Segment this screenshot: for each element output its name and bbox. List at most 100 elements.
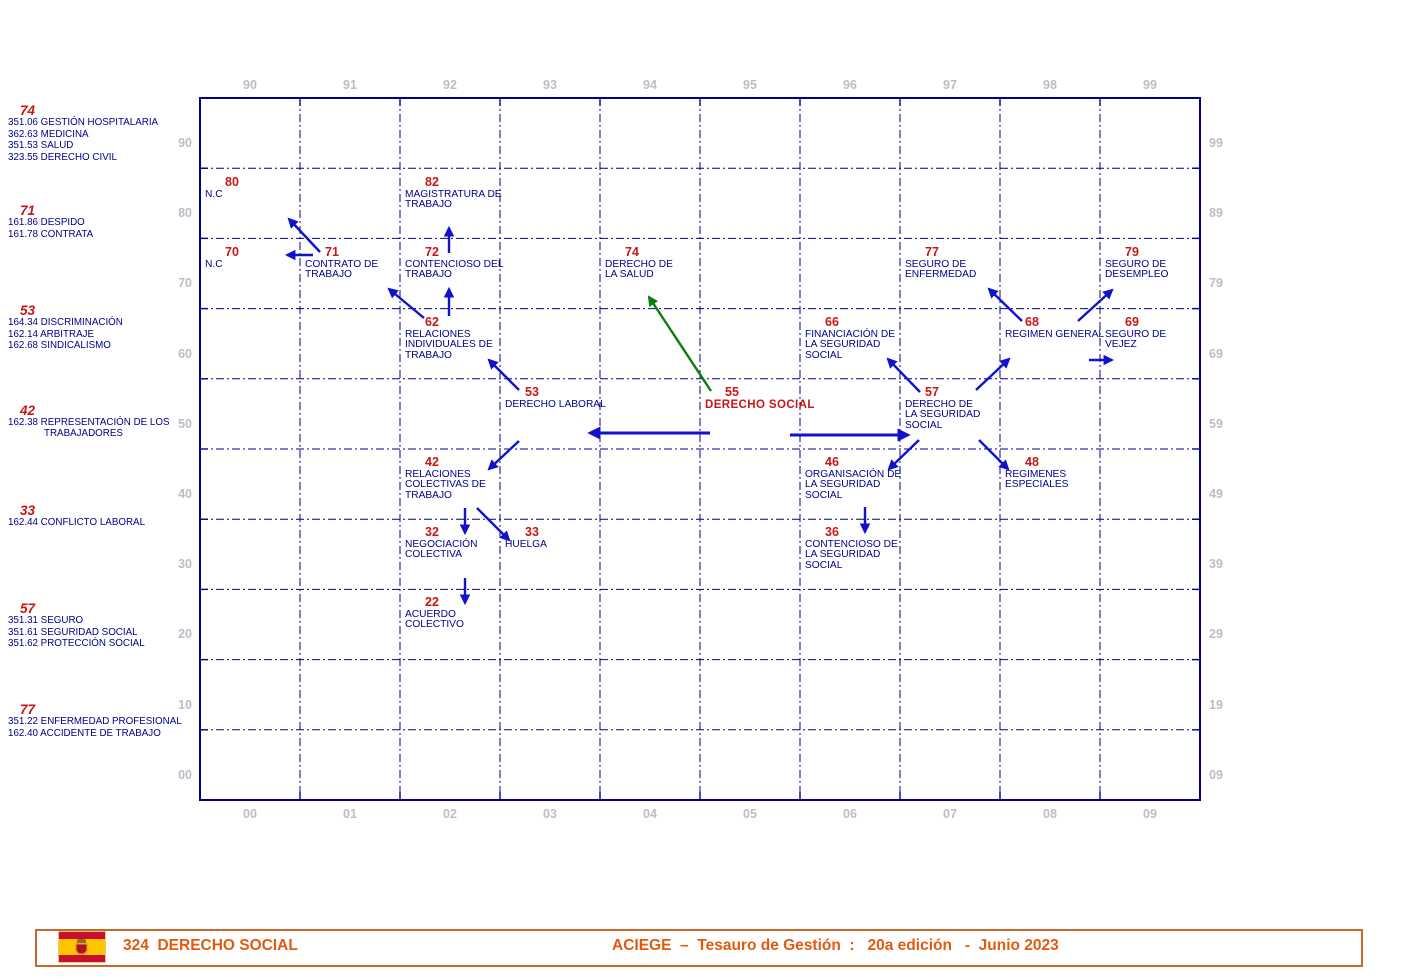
node-53: 53 DERECHO LABORAL	[505, 386, 625, 410]
axis-label-left-10: 10	[178, 697, 192, 712]
grid-border	[199, 97, 1201, 801]
node-number: 48	[1025, 455, 1039, 469]
node-number: 77	[925, 245, 939, 259]
axis-label-right-79: 79	[1209, 276, 1223, 291]
legend-item-77: 77 351.22 ENFERMEDAD PROFESIONAL 162.40 AC…	[8, 703, 188, 739]
legend-entry: 162.40 ACCIDENTE DE TRABAJO	[8, 727, 161, 739]
axis-label-left-40: 40	[178, 487, 192, 501]
arrow-57-to-46	[887, 439, 920, 471]
axis-label-right-19: 19	[1209, 697, 1223, 712]
node-number: 22	[425, 595, 439, 609]
axis-label-bottom-07: 07	[943, 807, 957, 821]
arrow-68-to-79	[1077, 288, 1114, 322]
legend-entry: 162.68 SINDICALISMO	[8, 340, 111, 352]
node-32: 32 NEGOCIACIÓN COLECTIVA	[405, 526, 525, 561]
axis-label-bottom-00: 00	[243, 807, 257, 821]
node-label: ORGANISACIÓN DE LA SEGURIDAD SOCIAL	[805, 469, 902, 501]
legend-code: 77	[20, 702, 36, 717]
legend-entry: 351.61 SEGURIDAD SOCIAL	[8, 626, 138, 638]
arrow-53-to-62	[487, 358, 520, 391]
legend-item-33: 33 162.44 CONFLICTO LABORAL	[8, 504, 188, 529]
node-label: N.C	[205, 259, 223, 270]
node-number: 55	[725, 385, 739, 399]
node-57: 57 DERECHO DE LA SEGURIDAD SOCIAL	[905, 386, 1025, 431]
node-46: 46 ORGANISACIÓN DE LA SEGURIDAD SOCIAL	[805, 456, 925, 501]
legend-entry: 161.78 CONTRATA	[8, 228, 94, 240]
axis-label-right-39: 39	[1209, 557, 1223, 572]
node-72: 72 CONTENCIOSO DEL TRABAJO	[405, 246, 525, 281]
axis-label-right-99: 99	[1209, 136, 1223, 150]
axis-label-bottom-05: 05	[743, 807, 757, 821]
axis-label-top-95: 95	[743, 78, 757, 92]
node-number: 82	[425, 175, 439, 189]
node-label: ACUERDO COLECTIVO	[405, 609, 464, 631]
node-label: REGIMENES ESPECIALES	[1005, 469, 1069, 491]
legend-entry: 162.44 CONFLICTO LABORAL	[8, 517, 146, 528]
node-number: 79	[1125, 245, 1139, 259]
node-number: 36	[825, 525, 839, 539]
node-label: CONTENCIOSO DE LA SEGURIDAD SOCIAL	[805, 539, 898, 571]
arrow-42-to-33	[476, 507, 511, 542]
node-label: CONTRATO DE TRABAJO	[305, 259, 379, 281]
node-label: HUELGA	[505, 539, 547, 550]
axis-label-right-89: 89	[1209, 206, 1223, 221]
node-number: 57	[925, 385, 939, 399]
node-number: 70	[225, 245, 239, 259]
node-82: 82 MAGISTRATURA DE TRABAJO	[405, 176, 525, 211]
legend-code: 42	[20, 403, 36, 418]
legend-entry: 351.31 SEGURO	[8, 615, 84, 626]
spain-flag-icon	[59, 932, 105, 962]
legend-item-71: 71 161.86 DESPIDO 161.78 CONTRATA	[8, 204, 188, 240]
node-70: 70 N.C	[205, 246, 325, 270]
node-42: 42 RELACIONES COLECTIVAS DE TRABAJO	[405, 456, 525, 501]
node-number: 62	[425, 315, 439, 329]
footer-bar: 324 DERECHO SOCIAL ACIEGE – Tesauro de G…	[35, 929, 1363, 967]
node-69: 69 SEGURO DE VEJEZ	[1105, 316, 1225, 351]
axis-label-bottom-09: 09	[1143, 807, 1157, 821]
legend-entry: 351.62 PROTECCIÓN SOCIAL	[8, 638, 145, 650]
node-55: 55 DERECHO SOCIAL	[705, 385, 825, 411]
axis-label-left-00: 00	[178, 767, 192, 782]
node-66: 66 FINANCIACIÓN DE LA SEGURIDAD SOCIAL	[805, 316, 925, 361]
arrow-57-to-66	[886, 357, 921, 393]
axis-label-top-96: 96	[843, 78, 857, 92]
node-number: 46	[825, 455, 839, 469]
axis-label-right-69: 69	[1209, 346, 1223, 361]
node-number: 33	[525, 525, 539, 539]
node-label: DERECHO DE LA SALUD	[605, 259, 673, 281]
arrow-71-to-80	[287, 217, 321, 253]
node-label: SEGURO DE ENFERMEDAD	[905, 259, 977, 281]
coat-of-arms-icon	[75, 939, 88, 955]
legend-entry: 162.14 ARBITRAJE	[8, 328, 95, 340]
legend-entry: 351.22 ENFERMEDAD PROFESIONAL	[8, 716, 182, 727]
node-label: FINANCIACIÓN DE LA SEGURIDAD SOCIAL	[805, 329, 895, 361]
legend-entry: 162.38 REPRESENTACIÓN DE LOS TRABAJADORE…	[8, 417, 170, 439]
node-label: REGIMEN GENERAL	[1005, 329, 1105, 340]
legend-item-42: 42 162.38 REPRESENTACIÓN DE LOS TRABAJADO…	[8, 404, 188, 439]
node-number: 72	[425, 245, 439, 259]
node-77: 77 SEGURO DE ENFERMEDAD	[905, 246, 1025, 281]
axis-label-left-60: 60	[178, 346, 192, 361]
node-number: 42	[425, 455, 439, 469]
node-71: 71 CONTRATO DE TRABAJO	[305, 246, 425, 281]
axis-label-bottom-01: 01	[343, 807, 357, 821]
axis-label-left-20: 20	[178, 627, 192, 642]
legend-entry: 362.63 MEDICINA	[8, 128, 89, 140]
node-number: 71	[325, 245, 339, 259]
axis-label-left-90: 90	[178, 136, 192, 150]
axis-label-top-98: 98	[1043, 78, 1057, 92]
node-62: 62 RELACIONES INDIVIDUALES DE TRABAJO	[405, 316, 525, 361]
axis-label-right-49: 49	[1209, 487, 1223, 501]
node-33: 33 HUELGA	[505, 526, 625, 550]
node-number: 68	[1025, 315, 1039, 329]
axis-label-top-90: 90	[243, 78, 257, 92]
arrow-57-to-48	[978, 439, 1010, 471]
legend-entry: 323.55 DERECHO CIVIL	[8, 151, 117, 163]
node-label: RELACIONES INDIVIDUALES DE TRABAJO	[405, 329, 493, 361]
node-79: 79 SEGURO DE DESEMPLEO	[1105, 246, 1225, 281]
axis-label-left-70: 70	[178, 276, 192, 291]
node-label: NEGOCIACIÓN COLECTIVA	[405, 539, 478, 561]
legend-entry: 164.34 DISCRIMINACIÓN	[8, 317, 123, 328]
legend-code: 33	[20, 503, 36, 518]
axis-label-top-91: 91	[343, 78, 357, 92]
